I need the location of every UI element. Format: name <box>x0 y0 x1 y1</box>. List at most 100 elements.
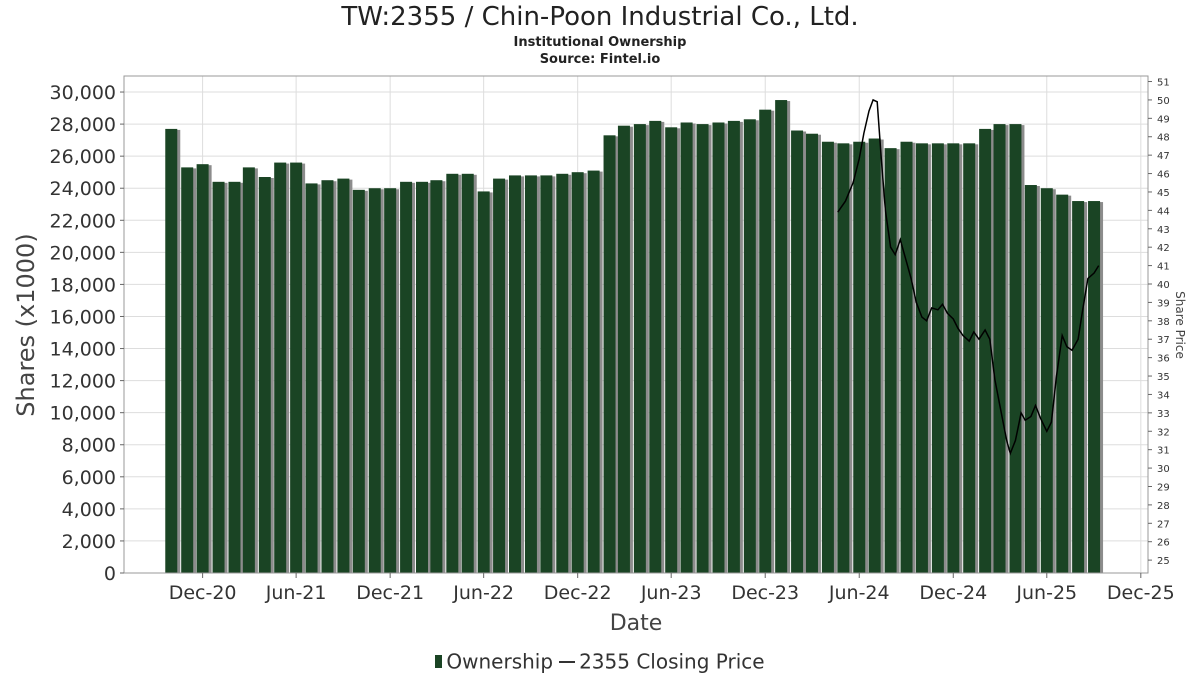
y-tick-label: 20,000 <box>50 242 116 264</box>
ownership-bar <box>352 189 365 573</box>
ownership-bar <box>993 124 1006 573</box>
chart-source: Source: Fintel.io <box>539 52 661 67</box>
y2-tick-label: 42 <box>1157 243 1170 254</box>
y-tick-label: 18,000 <box>50 274 116 296</box>
y-axis-left: 0 2,000 4,000 6,000 8,000 10,000 12,000 14,000 1… <box>50 82 124 585</box>
y2-tick-label: 46 <box>1157 170 1170 181</box>
ownership-bar <box>446 173 459 574</box>
ownership-bar <box>493 178 506 573</box>
ownership-bar <box>181 167 194 574</box>
ownership-bar <box>649 120 662 573</box>
price-legend-swatch <box>559 660 576 663</box>
x-axis-label: Date <box>610 611 663 636</box>
ownership-legend-swatch <box>435 655 443 668</box>
y-tick-label: 2,000 <box>62 531 116 553</box>
y2-tick-label: 30 <box>1157 464 1170 475</box>
ownership-bar <box>509 175 522 573</box>
chart-title: TW:2355 / Chin-Poon Industrial Co., Ltd. <box>341 2 859 32</box>
ownership-bars <box>165 100 1104 574</box>
y2-tick-label: 26 <box>1157 538 1170 549</box>
ownership-bar <box>680 122 693 574</box>
x-tick-label: Dec-20 <box>169 582 237 604</box>
ownership-bar <box>900 141 913 574</box>
ownership-bar <box>1040 188 1053 573</box>
y2-tick-label: 41 <box>1157 262 1170 273</box>
y2-tick-label: 27 <box>1157 519 1170 530</box>
ownership-bar <box>524 175 537 573</box>
y-tick-label: 30,000 <box>50 82 116 104</box>
y2-tick-label: 49 <box>1157 114 1170 125</box>
y2-tick-label: 25 <box>1157 556 1170 567</box>
y-tick-label: 4,000 <box>62 499 116 521</box>
y2-tick-label: 33 <box>1157 409 1170 420</box>
y2-axis-label: Share Price <box>1173 291 1187 359</box>
y-tick-label: 26,000 <box>50 146 116 168</box>
y2-tick-label: 47 <box>1157 151 1170 162</box>
y2-tick-label: 31 <box>1157 446 1170 457</box>
chart-legend: Ownership 2355 Closing Price <box>0 648 1200 674</box>
ownership-bar <box>821 141 834 574</box>
ownership-bar <box>400 181 413 573</box>
y-tick-label: 6,000 <box>62 467 116 489</box>
y-tick-label: 28,000 <box>50 114 116 136</box>
x-tick-label: Dec-23 <box>731 582 799 604</box>
ownership-bar <box>540 175 553 573</box>
ownership-bar <box>915 143 928 573</box>
ownership-bar <box>1088 201 1101 573</box>
ownership-bar <box>196 164 209 573</box>
ownership-bar <box>633 124 646 573</box>
ownership-bar <box>587 170 600 573</box>
y-tick-label: 16,000 <box>50 306 116 328</box>
ownership-bar <box>242 167 255 574</box>
ownership-bar <box>556 173 569 574</box>
y-axis-label: Shares (x1000) <box>12 233 40 416</box>
y-tick-label: 8,000 <box>62 435 116 457</box>
ownership-bar <box>617 125 630 573</box>
ownership-bar <box>696 124 709 573</box>
x-tick-label: Dec-24 <box>919 582 987 604</box>
ownership-bar <box>884 148 897 574</box>
y2-tick-label: 29 <box>1157 482 1170 493</box>
y-tick-label: 22,000 <box>50 210 116 232</box>
ownership-legend-label: Ownership <box>446 649 554 674</box>
ownership-bar <box>775 100 788 573</box>
ownership-bar <box>274 162 287 573</box>
ownership-bar <box>837 143 850 573</box>
y-tick-label: 12,000 <box>50 371 116 393</box>
y2-tick-label: 36 <box>1157 354 1170 365</box>
y2-tick-label: 45 <box>1157 188 1170 199</box>
ownership-bar <box>791 130 804 573</box>
ownership-bar <box>1072 201 1085 573</box>
plot-border <box>123 75 1149 574</box>
y2-tick-label: 37 <box>1157 335 1170 346</box>
ownership-bar <box>603 135 616 574</box>
price-line <box>837 98 1100 456</box>
x-axis: Dec-20 Jun-21 Dec-21 Jun-22 Dec-22 Jun-23 Dec-… <box>169 573 1175 604</box>
y-tick-label: 0 <box>104 563 116 585</box>
ownership-bar <box>165 128 178 574</box>
ownership-bar <box>727 120 740 573</box>
ownership-bar <box>461 173 474 574</box>
ownership-bar <box>979 128 992 574</box>
y2-tick-label: 39 <box>1157 298 1170 309</box>
y2-tick-label: 40 <box>1157 280 1170 291</box>
ownership-bar <box>258 177 271 573</box>
y-axis-right: 25 26 27 28 29 30 31 32 33 34 35 36 37 38 39 40 41 42 43 44… <box>1148 78 1170 567</box>
ownership-bar <box>305 183 318 573</box>
ownership-bar <box>963 143 976 573</box>
ownership-bar <box>712 122 725 574</box>
x-tick-label: Jun-25 <box>1015 582 1077 604</box>
price-series <box>837 98 1100 456</box>
ownership-bar <box>868 138 881 573</box>
x-tick-label: Dec-21 <box>356 582 424 604</box>
ownership-bar <box>1056 194 1069 573</box>
ownership-bar <box>759 109 772 574</box>
ownership-bar <box>931 143 944 573</box>
y2-tick-label: 35 <box>1157 372 1170 383</box>
x-tick-label: Dec-22 <box>544 582 612 604</box>
ownership-bar <box>1009 124 1022 573</box>
y2-tick-label: 48 <box>1157 133 1170 144</box>
price-legend-label: 2355 Closing Price <box>579 649 765 674</box>
ownership-bar <box>368 188 381 573</box>
ownership-bar <box>853 141 866 574</box>
